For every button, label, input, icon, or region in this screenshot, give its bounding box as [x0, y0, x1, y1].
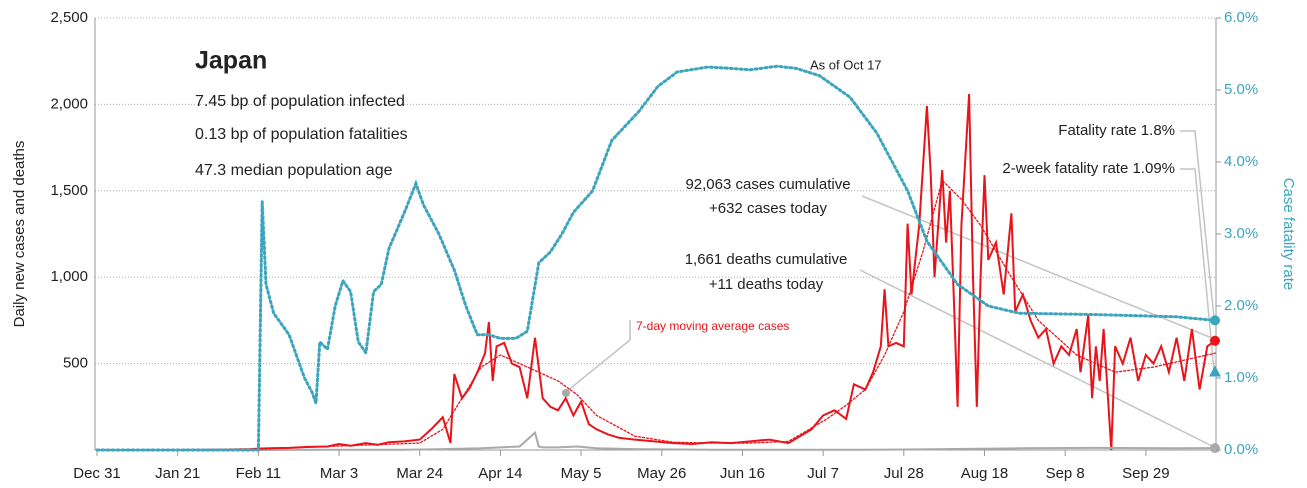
- end-marker: [1210, 315, 1220, 326]
- x-tick-label: Sep 8: [1046, 465, 1085, 482]
- x-tick-label: Sep 29: [1122, 465, 1170, 482]
- leader-line: [565, 320, 631, 393]
- y2-tick-label: 3.0%: [1224, 225, 1258, 242]
- annotation: +632 cases today: [709, 200, 828, 217]
- annotation: 92,063 cases cumulative: [685, 176, 850, 193]
- series-line: [96, 179, 1216, 451]
- end-marker: [1210, 443, 1220, 454]
- annotation: As of Oct 17: [810, 57, 882, 72]
- x-tick-label: Dec 31: [73, 465, 121, 482]
- x-tick-label: Feb 11: [236, 465, 282, 482]
- y-tick-label: 1,000: [50, 268, 88, 285]
- x-tick-label: May 5: [561, 465, 602, 482]
- info-line: 7.45 bp of population infected: [195, 93, 405, 110]
- x-tick-label: Mar 24: [396, 465, 443, 482]
- y-tick-label: 2,500: [50, 9, 88, 26]
- annotation: 2-week fatality rate 1.09%: [1002, 160, 1175, 177]
- y2-tick-label: 4.0%: [1224, 153, 1258, 170]
- series-line: [95, 64, 1217, 452]
- x-tick-label: Jul 7: [807, 465, 839, 482]
- annotation: +11 deaths today: [709, 276, 824, 293]
- y2-tick-label: 0.0%: [1224, 441, 1258, 458]
- y-tick-label: 1,500: [50, 182, 88, 199]
- annotation: 1,661 deaths cumulative: [685, 251, 848, 268]
- info-line: 0.13 bp of population fatalities: [195, 126, 408, 143]
- series-label: 7-day moving average cases: [636, 319, 789, 333]
- callout-dot: [562, 389, 570, 397]
- x-tick-label: Apr 14: [478, 465, 522, 482]
- leader-line: [859, 269, 1213, 447]
- two-week-marker: [1209, 365, 1221, 377]
- x-tick-label: Jun 16: [720, 465, 765, 482]
- chart-title: Japan: [195, 47, 267, 75]
- grid: [95, 17, 1216, 365]
- x-tick-label: Mar 3: [320, 465, 358, 482]
- leader-line: [1180, 130, 1215, 319]
- y2-tick-label: 1.0%: [1224, 369, 1258, 386]
- y-tick-label: 500: [63, 355, 88, 372]
- end-marker: [1210, 335, 1220, 346]
- y2-tick-label: 2.0%: [1224, 297, 1258, 314]
- leader-line: [1180, 168, 1215, 371]
- plot: [95, 64, 1221, 454]
- info-line: 47.3 median population age: [195, 162, 393, 179]
- series-line: [97, 430, 1216, 451]
- x-tick-label: May 26: [637, 465, 686, 482]
- x-tick-label: Jul 28: [884, 465, 924, 482]
- y2-axis-label: Case fatality rate: [1280, 178, 1297, 291]
- x-tick-label: Aug 18: [961, 465, 1009, 482]
- annotation: Fatality rate 1.8%: [1058, 122, 1175, 139]
- y-axis-label: Daily new cases and deaths: [11, 141, 28, 328]
- y2-tick-label: 5.0%: [1224, 81, 1258, 98]
- y2-tick-label: 6.0%: [1224, 9, 1258, 26]
- y-tick-label: 2,000: [50, 95, 88, 112]
- x-tick-label: Jan 21: [155, 465, 200, 482]
